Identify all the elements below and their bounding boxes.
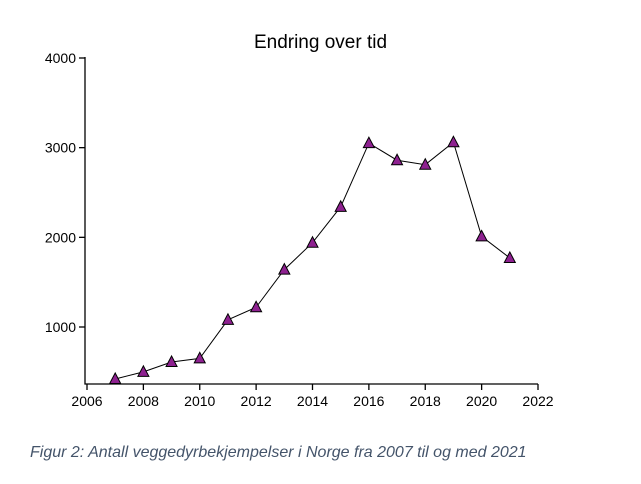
- chart-title: Endring over tid: [253, 32, 388, 53]
- data-point-marker: [503, 250, 517, 263]
- data-point-marker: [137, 364, 150, 377]
- data-point-marker: [277, 262, 291, 275]
- data-point-marker: [390, 153, 404, 166]
- data-point-marker: [249, 300, 263, 313]
- x-axis-tick-label: 2014: [297, 393, 328, 409]
- data-point-marker: [418, 157, 432, 170]
- data-point-marker: [362, 136, 376, 149]
- y-axis-tick-label: 2000: [45, 229, 76, 245]
- chart-axes: [84, 57, 538, 385]
- data-point-marker: [221, 312, 235, 325]
- data-line: [115, 141, 511, 380]
- x-axis-tick-label: 2006: [71, 393, 102, 409]
- figure-caption: Figur 2: Antall veggedyrbekjempelser i N…: [30, 444, 527, 461]
- x-axis-tick-label: 2012: [241, 393, 272, 409]
- x-axis-tick-label: 2016: [353, 393, 384, 409]
- data-point-marker: [193, 351, 207, 364]
- data-point-marker: [108, 371, 122, 385]
- line-chart: 1000 2000 3000 4000 2006 2008 2010 2012 2014 2016…: [45, 50, 554, 409]
- data-point-marker: [306, 235, 319, 248]
- x-axis-tick-label: 2008: [128, 393, 159, 409]
- data-point-marker: [165, 354, 178, 367]
- y-axis-tick-label: 1000: [45, 319, 76, 335]
- data-point-marker: [475, 229, 488, 242]
- x-axis-tick-label: 2010: [184, 393, 215, 409]
- x-axis-tick-label: 2020: [466, 393, 497, 409]
- x-axis-tick-label: 2018: [410, 393, 441, 409]
- data-point-marker: [447, 135, 460, 148]
- x-axis-tick-label: 2022: [522, 393, 553, 409]
- data-point-marker: [334, 199, 348, 212]
- y-axis-tick-label: 4000: [45, 50, 76, 66]
- y-axis-tick-label: 3000: [45, 140, 76, 156]
